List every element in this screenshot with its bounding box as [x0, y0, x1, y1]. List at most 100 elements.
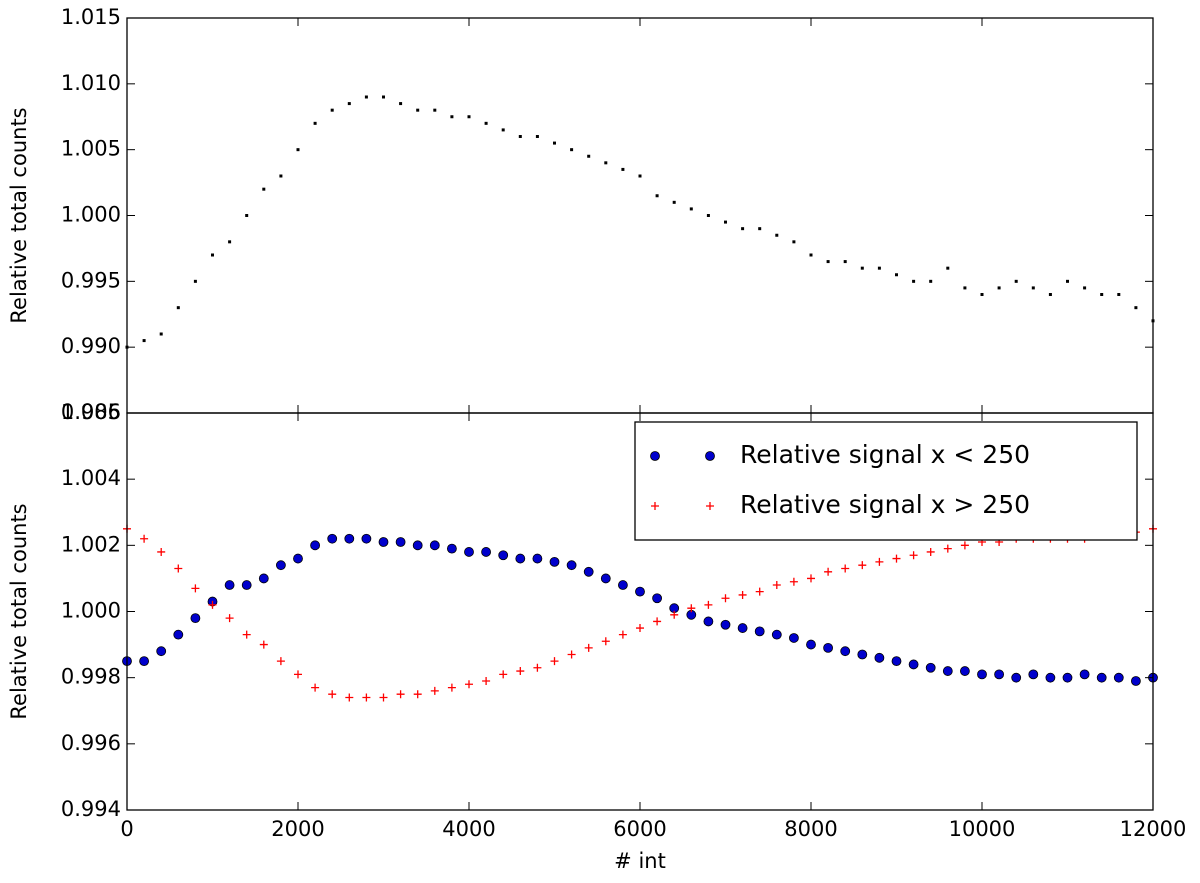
point [364, 95, 368, 99]
point [587, 154, 591, 158]
point [1131, 676, 1141, 686]
point [330, 108, 334, 112]
point [997, 286, 1001, 290]
point [1096, 672, 1107, 683]
point [482, 676, 491, 685]
point [840, 646, 851, 657]
point [689, 207, 693, 211]
point [140, 534, 149, 543]
point [925, 662, 936, 673]
point [396, 690, 405, 699]
point [533, 663, 542, 672]
y-tick-label: 0.985 [61, 400, 121, 424]
point [980, 293, 984, 296]
point [176, 306, 180, 310]
point [687, 604, 696, 613]
point [399, 102, 403, 106]
point [279, 174, 283, 178]
point [823, 642, 833, 653]
y-tick-label: 0.990 [61, 334, 121, 358]
point [447, 683, 456, 692]
point [771, 629, 782, 640]
point [1113, 672, 1124, 683]
point [874, 652, 885, 663]
point [378, 537, 389, 547]
point [395, 537, 406, 547]
point [789, 577, 798, 586]
point [362, 693, 371, 702]
point [276, 657, 285, 666]
point [159, 332, 163, 336]
y-tick-label: 1.002 [61, 532, 121, 556]
point [977, 669, 987, 680]
point [275, 560, 286, 571]
point [737, 623, 748, 633]
point [190, 613, 201, 624]
point [704, 600, 713, 609]
point [224, 580, 235, 590]
point [755, 587, 764, 596]
point [1134, 306, 1138, 310]
point [361, 533, 372, 544]
point [259, 640, 268, 649]
point [567, 650, 576, 659]
point [741, 227, 745, 231]
point [310, 540, 321, 551]
point [296, 148, 300, 152]
point [566, 560, 577, 571]
point [703, 616, 714, 627]
point [655, 194, 659, 198]
y-axis-label: Relative total counts [7, 107, 31, 323]
point [706, 214, 710, 217]
point [193, 279, 197, 283]
point [1048, 293, 1052, 296]
point [618, 630, 627, 639]
x-tick-label: 0 [120, 817, 133, 841]
point [464, 547, 474, 557]
point [211, 253, 214, 257]
point [858, 561, 867, 570]
y-tick-label: 1.005 [61, 137, 121, 161]
legend-marker [650, 451, 660, 461]
point [518, 135, 522, 138]
point [670, 610, 679, 619]
point [721, 594, 730, 603]
point [294, 670, 302, 679]
point [515, 553, 526, 564]
point [1062, 672, 1073, 683]
point [946, 266, 950, 270]
point [191, 584, 200, 593]
point [446, 543, 457, 554]
point [807, 574, 815, 583]
point [258, 573, 269, 584]
point [754, 626, 765, 637]
point [1117, 293, 1121, 296]
point [501, 128, 505, 132]
point [826, 260, 830, 264]
point [895, 273, 898, 277]
point [1014, 279, 1018, 283]
point [824, 567, 833, 576]
point [1066, 279, 1069, 283]
point [228, 240, 232, 244]
point [636, 624, 644, 633]
y-tick-label: 0.994 [61, 797, 121, 821]
point [344, 533, 355, 544]
legend-box [634, 421, 1138, 541]
x-tick-label: 2000 [271, 817, 324, 841]
point [806, 639, 816, 650]
point [535, 135, 539, 138]
point [960, 541, 969, 550]
point [638, 174, 642, 178]
point [345, 693, 354, 702]
point [499, 670, 508, 679]
point [963, 286, 967, 290]
point [174, 564, 183, 573]
point [156, 646, 167, 657]
point [242, 630, 251, 639]
point [465, 680, 473, 689]
point [618, 580, 628, 590]
point [892, 554, 901, 563]
point [1031, 286, 1035, 290]
